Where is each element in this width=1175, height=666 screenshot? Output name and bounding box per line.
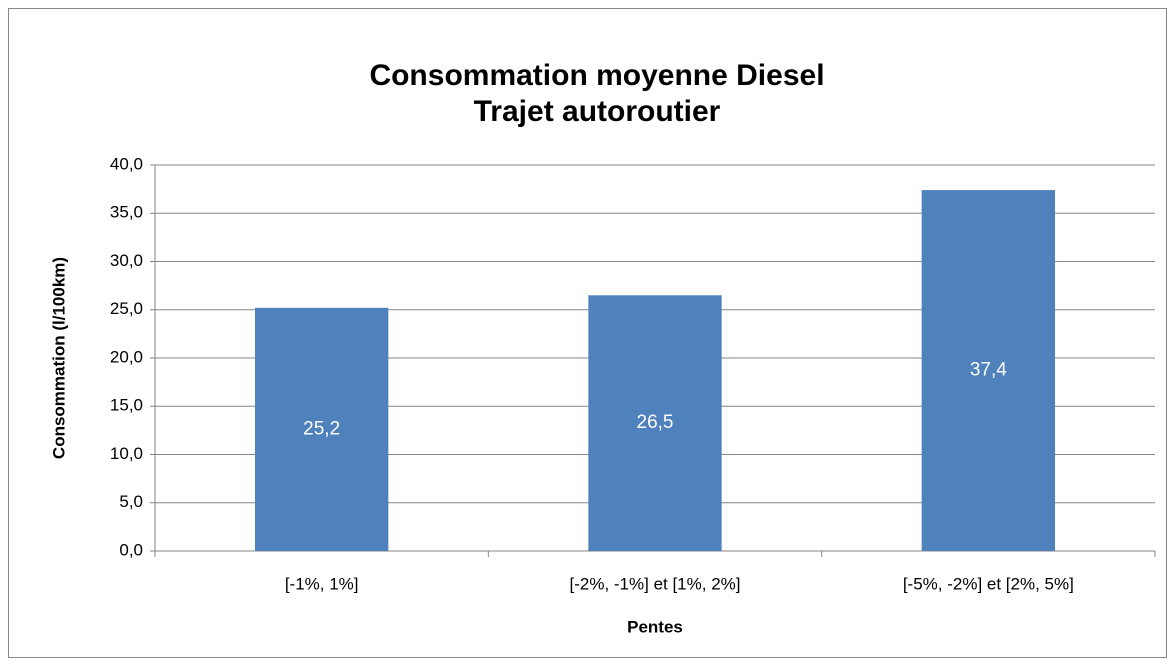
- y-tick-label: 10,0: [110, 444, 143, 463]
- data-label: 26,5: [637, 412, 674, 433]
- y-tick-label: 15,0: [110, 396, 143, 415]
- y-tick-label: 25,0: [110, 299, 143, 318]
- y-tick-label: 40,0: [110, 154, 143, 173]
- x-axis-title: Pentes: [627, 617, 683, 636]
- x-tick-label: [-5%, -2%] et [2%, 5%]: [903, 574, 1074, 593]
- y-tick-label: 30,0: [110, 251, 143, 270]
- y-tick-label: 0,0: [119, 540, 143, 559]
- x-tick-label: [-1%, 1%]: [285, 574, 359, 593]
- y-tick-label: 20,0: [110, 347, 143, 366]
- data-label: 37,4: [970, 360, 1007, 381]
- y-tick-label: 35,0: [110, 203, 143, 222]
- bar: [921, 190, 1055, 551]
- y-axis-title: Consommation (l/100km): [49, 257, 68, 459]
- chart-subtitle: Trajet autoroutier: [474, 95, 721, 128]
- bar: [588, 295, 722, 551]
- bar: [255, 307, 389, 551]
- data-label: 25,2: [303, 418, 340, 439]
- x-tick-label: [-2%, -1%] et [1%, 2%]: [569, 574, 740, 593]
- y-tick-label: 5,0: [119, 492, 143, 511]
- chart-title: Consommation moyenne Diesel: [369, 59, 824, 92]
